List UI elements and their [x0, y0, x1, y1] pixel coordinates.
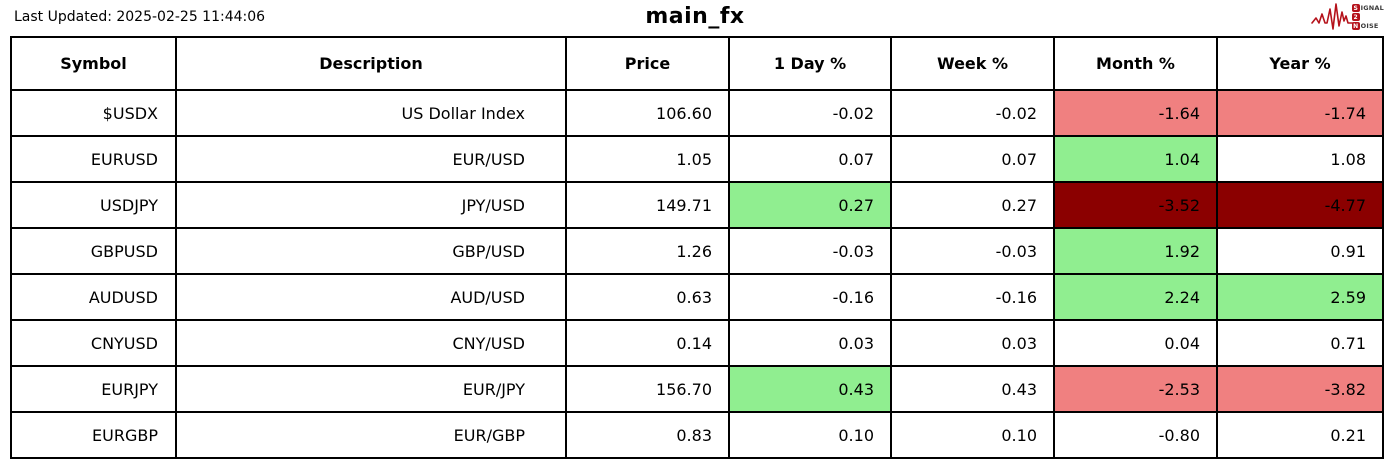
cell-symbol: CNYUSD [10, 319, 177, 367]
last-updated-label: Last Updated: 2025-02-25 11:44:06 [14, 9, 266, 25]
cell-year-pct: -1.74 [1216, 89, 1384, 137]
col-header-year: Year % [1216, 36, 1384, 91]
cell-description: EUR/JPY [175, 365, 567, 413]
cell-description: AUD/USD [175, 273, 567, 321]
logo-letter-s: S [1351, 4, 1360, 12]
cell-year-pct: -4.77 [1216, 181, 1384, 229]
cell-month-pct: -2.53 [1053, 365, 1218, 413]
cell-week-pct: 0.10 [890, 411, 1055, 459]
cell-month-pct: 1.92 [1053, 227, 1218, 275]
cell-week-pct: -0.03 [890, 227, 1055, 275]
col-header-month: Month % [1053, 36, 1218, 91]
cell-symbol: EURUSD [10, 135, 177, 183]
cell-1day-pct: -0.02 [728, 89, 892, 137]
col-header-1day: 1 Day % [728, 36, 892, 91]
cell-1day-pct: 0.10 [728, 411, 892, 459]
cell-week-pct: 0.03 [890, 319, 1055, 367]
cell-month-pct: -0.80 [1053, 411, 1218, 459]
cell-price: 106.60 [565, 89, 730, 137]
cell-1day-pct: 0.07 [728, 135, 892, 183]
cell-symbol: GBPUSD [10, 227, 177, 275]
cell-month-pct: 1.04 [1053, 135, 1218, 183]
logo-letter-n: N [1351, 22, 1360, 30]
logo-text: S IGNAL 2 N OISE [1351, 4, 1384, 31]
cell-description: JPY/USD [175, 181, 567, 229]
cell-week-pct: -0.16 [890, 273, 1055, 321]
table-body: $USDX US Dollar Index 106.60 -0.02 -0.02… [10, 89, 1384, 459]
cell-month-pct: -1.64 [1053, 89, 1218, 137]
table-row: USDJPY JPY/USD 149.71 0.27 0.27 -3.52 -4… [10, 181, 1384, 229]
fx-table: Symbol Description Price 1 Day % Week % … [10, 36, 1384, 459]
table-row: EURUSD EUR/USD 1.05 0.07 0.07 1.04 1.08 [10, 135, 1384, 183]
cell-week-pct: -0.02 [890, 89, 1055, 137]
cell-week-pct: 0.07 [890, 135, 1055, 183]
table-row: EURGBP EUR/GBP 0.83 0.10 0.10 -0.80 0.21 [10, 411, 1384, 459]
table-row: AUDUSD AUD/USD 0.63 -0.16 -0.16 2.24 2.5… [10, 273, 1384, 321]
cell-week-pct: 0.43 [890, 365, 1055, 413]
cell-year-pct: 0.71 [1216, 319, 1384, 367]
cell-month-pct: 2.24 [1053, 273, 1218, 321]
col-header-description: Description [175, 36, 567, 91]
cell-description: GBP/USD [175, 227, 567, 275]
cell-description: US Dollar Index [175, 89, 567, 137]
cell-price: 0.63 [565, 273, 730, 321]
table-row: $USDX US Dollar Index 106.60 -0.02 -0.02… [10, 89, 1384, 137]
cell-description: CNY/USD [175, 319, 567, 367]
cell-1day-pct: 0.27 [728, 181, 892, 229]
logo-line-noise: N OISE [1351, 22, 1379, 30]
cell-symbol: EURGBP [10, 411, 177, 459]
cell-1day-pct: -0.03 [728, 227, 892, 275]
col-header-week: Week % [890, 36, 1055, 91]
cell-year-pct: -3.82 [1216, 365, 1384, 413]
cell-price: 0.14 [565, 319, 730, 367]
cell-price: 0.83 [565, 411, 730, 459]
cell-description: EUR/GBP [175, 411, 567, 459]
cell-year-pct: 1.08 [1216, 135, 1384, 183]
table-row: EURJPY EUR/JPY 156.70 0.43 0.43 -2.53 -3… [10, 365, 1384, 413]
cell-symbol: AUDUSD [10, 273, 177, 321]
cell-price: 156.70 [565, 365, 730, 413]
cell-year-pct: 0.21 [1216, 411, 1384, 459]
cell-symbol: EURJPY [10, 365, 177, 413]
cell-description: EUR/USD [175, 135, 567, 183]
cell-month-pct: -3.52 [1053, 181, 1218, 229]
logo-line-2: 2 [1351, 13, 1384, 21]
cell-week-pct: 0.27 [890, 181, 1055, 229]
col-header-price: Price [565, 36, 730, 91]
table-row: GBPUSD GBP/USD 1.26 -0.03 -0.03 1.92 0.9… [10, 227, 1384, 275]
signal2noise-logo: S IGNAL 2 N OISE [1310, 2, 1384, 32]
logo-line-signal: S IGNAL [1351, 4, 1384, 12]
heartbeat-waveform-icon [1310, 3, 1357, 30]
cell-price: 1.26 [565, 227, 730, 275]
cell-price: 1.05 [565, 135, 730, 183]
cell-month-pct: 0.04 [1053, 319, 1218, 367]
logo-letter-2: 2 [1351, 13, 1360, 21]
page-title: main_fx [645, 4, 745, 29]
cell-price: 149.71 [565, 181, 730, 229]
cell-1day-pct: -0.16 [728, 273, 892, 321]
cell-year-pct: 0.91 [1216, 227, 1384, 275]
cell-year-pct: 2.59 [1216, 273, 1384, 321]
cell-symbol: $USDX [10, 89, 177, 137]
cell-symbol: USDJPY [10, 181, 177, 229]
table-row: CNYUSD CNY/USD 0.14 0.03 0.03 0.04 0.71 [10, 319, 1384, 367]
cell-1day-pct: 0.43 [728, 365, 892, 413]
col-header-symbol: Symbol [10, 36, 177, 91]
cell-1day-pct: 0.03 [728, 319, 892, 367]
table-header-row: Symbol Description Price 1 Day % Week % … [10, 36, 1384, 91]
